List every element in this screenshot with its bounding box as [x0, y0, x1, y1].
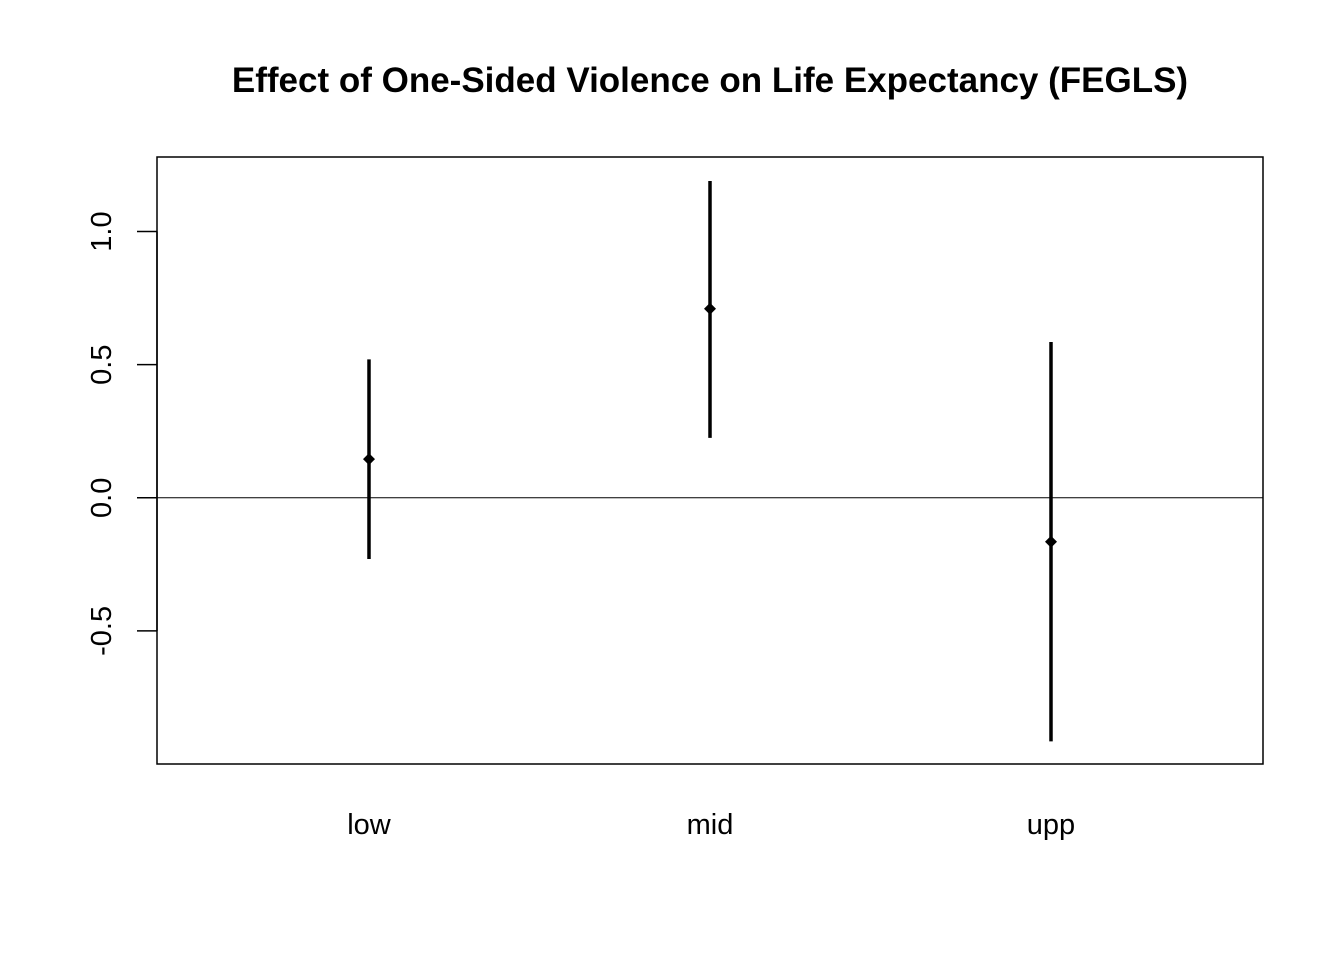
marks — [363, 180, 1057, 742]
chart-title: Effect of One-Sided Violence on Life Exp… — [232, 61, 1188, 100]
y-tick-label: -0.5 — [86, 606, 118, 656]
x-tick-label: mid — [687, 809, 734, 841]
x-tick-label: low — [347, 809, 392, 841]
y-axis: -0.5 0.0 0.5 1.0 — [86, 211, 158, 656]
y-tick-label: 0.0 — [86, 478, 118, 518]
y-tick-label: 0.5 — [86, 344, 118, 384]
point-estimate-mid — [704, 302, 716, 315]
point-estimate-upp — [1045, 535, 1057, 548]
point-estimate-low — [363, 453, 375, 466]
y-tick-label: 1.0 — [86, 211, 118, 251]
x-axis: low mid upp — [347, 809, 1075, 841]
x-tick-label: upp — [1027, 809, 1075, 841]
